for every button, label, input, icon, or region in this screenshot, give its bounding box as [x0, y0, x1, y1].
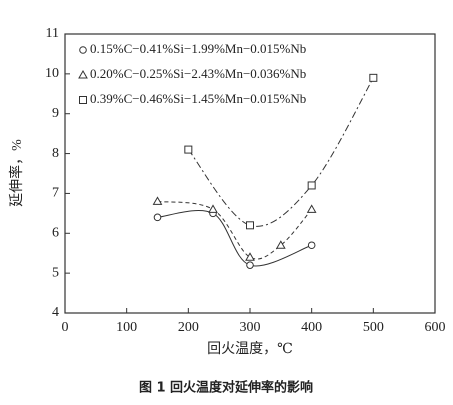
- legend-label: 0.15%C−0.41%Si−1.99%Mn−0.015%Nb: [90, 41, 306, 56]
- legend-label: 0.20%C−0.25%Si−2.43%Mn−0.036%Nb: [90, 66, 306, 81]
- series-line: [157, 200, 313, 260]
- data-point: [246, 221, 254, 230]
- data-point: [246, 261, 254, 269]
- x-tick-label: 400: [301, 320, 322, 335]
- data-point: [152, 196, 163, 205]
- caption: 图 1 回火温度对延伸率的影响: [139, 380, 313, 396]
- x-tick-label: 200: [178, 320, 199, 335]
- legend-marker: [79, 46, 87, 54]
- data-point: [307, 181, 316, 190]
- data-point: [208, 204, 218, 213]
- x-tick-label: 600: [425, 320, 446, 335]
- x-tick-label: 300: [240, 320, 261, 335]
- y-tick-label: 5: [52, 265, 59, 280]
- legend-label: 0.39%C−0.46%Si−1.45%Mn−0.015%Nb: [90, 91, 306, 106]
- y-tick-label: 4: [52, 305, 59, 320]
- x-axis-label: 回火温度，℃: [207, 341, 293, 357]
- series-line: [157, 210, 312, 267]
- y-tick-label: 9: [52, 106, 59, 121]
- x-tick-label: 100: [116, 320, 137, 335]
- y-tick-label: 10: [45, 66, 59, 81]
- series-line: [187, 77, 374, 227]
- data-point: [184, 145, 193, 154]
- data-point: [307, 241, 316, 250]
- data-point: [275, 240, 286, 249]
- data-point: [306, 204, 317, 213]
- legend-marker: [79, 96, 87, 104]
- y-tick-label: 6: [52, 226, 59, 241]
- y-axis-label: 延伸率，%: [8, 139, 25, 207]
- y-tick-label: 11: [46, 26, 59, 41]
- data-point: [369, 73, 378, 82]
- data-point: [153, 213, 162, 222]
- legend-marker: [78, 69, 88, 79]
- x-tick-label: 500: [363, 320, 384, 335]
- y-tick-label: 8: [52, 146, 59, 161]
- data-point: [245, 252, 255, 261]
- x-tick-label: 0: [62, 320, 69, 335]
- y-tick-label: 7: [52, 186, 59, 201]
